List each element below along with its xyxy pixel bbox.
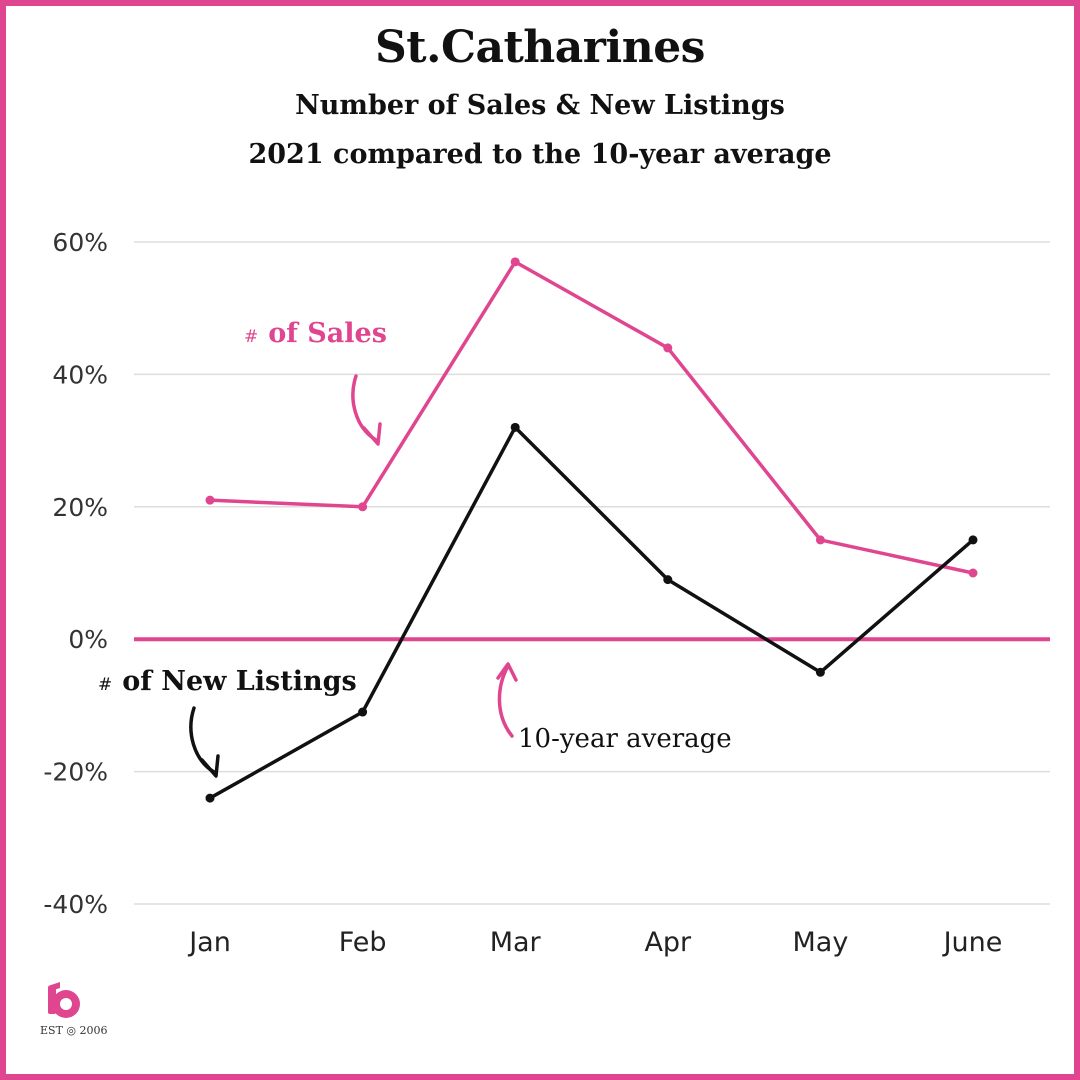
series (205, 257, 978, 803)
x-tick-label: Feb (339, 927, 387, 958)
listings-data-point (510, 422, 520, 432)
sales-data-point (663, 343, 673, 353)
average-annotation: 10-year average (518, 724, 732, 754)
x-tick-label: Jan (187, 927, 231, 958)
y-tick-label: 0% (68, 625, 108, 654)
chart-title: St.Catharines (375, 22, 705, 73)
listings-arrowhead-icon (200, 754, 220, 778)
sales-data-point (358, 502, 368, 512)
x-axis-ticks: Jan Feb Mar Apr May June (187, 927, 1002, 958)
listings-data-point (663, 575, 673, 585)
b-logo-icon (48, 982, 80, 1018)
average-arrow-icon (497, 664, 514, 738)
brand-logo: EST ◎ 2006 (40, 980, 108, 1040)
listings-data-point (968, 535, 978, 545)
chart-subtitle-line1: Number of Sales & New Listings (295, 90, 785, 121)
listings-hash: # (98, 675, 113, 695)
x-tick-label: May (792, 927, 848, 958)
sales-data-point (968, 568, 978, 578)
listings-series-line (208, 425, 975, 800)
listings-data-point (205, 793, 215, 803)
x-tick-label: Apr (644, 927, 692, 958)
sales-data-point (205, 495, 215, 505)
logo-est-text: EST ◎ 2006 (40, 1024, 108, 1037)
x-tick-label: June (942, 927, 1003, 958)
sales-arrowhead-icon (362, 422, 382, 446)
sales-data-point (815, 535, 825, 545)
y-tick-label: 40% (52, 360, 108, 389)
x-tick-label: Mar (490, 927, 542, 958)
sales-data-point (510, 257, 520, 267)
listings-label: of New Listings (122, 666, 357, 697)
listings-data-point (815, 667, 825, 677)
listings-annotation: # of New Listings (98, 666, 357, 697)
y-tick-label: -40% (43, 890, 108, 919)
gridlines (134, 241, 1050, 905)
y-tick-label: -20% (43, 758, 108, 787)
sales-hash: # (244, 327, 259, 347)
sales-series-line (208, 260, 975, 575)
y-tick-label: 60% (52, 228, 108, 257)
annotation-arrows (189, 374, 518, 778)
listings-data-point (358, 707, 368, 717)
y-axis-ticks: 60% 40% 20% 0% -20% -40% (43, 228, 108, 919)
average-arrowhead-icon (496, 662, 518, 682)
sales-label: of Sales (268, 318, 387, 349)
y-tick-label: 20% (52, 493, 108, 522)
sales-annotation: # of Sales (244, 318, 387, 349)
chart-subtitle-line2: 2021 compared to the 10-year average (248, 139, 832, 170)
